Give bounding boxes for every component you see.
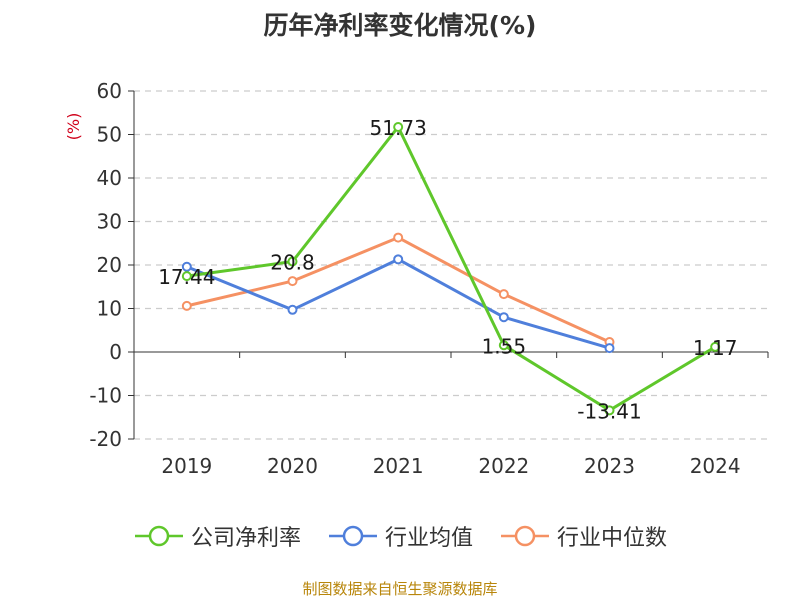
y-tick-label: 20 — [97, 253, 122, 277]
x-tick-label: 2023 — [584, 454, 635, 478]
legend-item[interactable]: 行业中位数 — [499, 520, 667, 552]
y-axis-label: (%) — [64, 113, 83, 141]
y-tick-label: 30 — [97, 210, 122, 234]
legend-label: 行业中位数 — [557, 526, 668, 551]
y-tick-label: -10 — [89, 384, 122, 408]
data-point — [287, 304, 298, 315]
x-tick-label: 2020 — [267, 454, 318, 478]
data-label: 17.44 — [158, 265, 215, 289]
data-point — [498, 312, 509, 323]
y-tick-label: 60 — [97, 79, 122, 103]
axes: 60 50 40 30 20 10 0 -10 -20 (%) 2019 2020 2021 2022 20… — [64, 79, 769, 478]
data-point — [181, 300, 192, 311]
y-tick-label: 50 — [97, 123, 122, 147]
x-tick-label: 2022 — [478, 454, 529, 478]
data-point — [498, 289, 509, 300]
x-tick-label: 2021 — [373, 454, 424, 478]
series-line — [186, 125, 716, 412]
legend-circle — [514, 525, 536, 547]
data-point — [393, 232, 404, 243]
x-tick-label: 2019 — [161, 454, 212, 478]
series-line — [186, 236, 611, 344]
legend-item[interactable]: 行业均值 — [327, 520, 473, 552]
data-point — [393, 254, 404, 265]
legend-label: 公司净利率 — [190, 526, 301, 551]
data-point — [498, 340, 509, 351]
series-line — [186, 257, 610, 350]
data-label: 51.73 — [370, 116, 427, 140]
legend-label: 行业均值 — [384, 526, 473, 551]
legend-circle — [148, 525, 170, 547]
y-tick-label: 0 — [109, 340, 122, 364]
data-point — [604, 405, 615, 416]
data-point — [604, 343, 615, 354]
chart-title: 历年净利率变化情况(%) — [263, 11, 537, 40]
legend-marker-icon — [328, 525, 377, 547]
series-lines — [181, 121, 721, 416]
data-point — [710, 341, 721, 352]
data-point — [181, 261, 192, 272]
data-label: 1.55 — [482, 334, 527, 358]
y-tick-label: -20 — [89, 427, 122, 451]
source-note: 制图数据来自恒生聚源数据库 — [302, 580, 498, 598]
data-point — [287, 276, 298, 287]
y-tick-label: 10 — [97, 297, 122, 321]
legend-marker-icon — [134, 525, 183, 547]
data-label: 20.8 — [270, 251, 315, 275]
data-point — [287, 256, 298, 267]
data-label: 1.17 — [693, 336, 738, 360]
y-tick-label: 40 — [97, 166, 122, 190]
legend-circle — [342, 525, 364, 547]
data-point — [393, 121, 404, 132]
data-point — [181, 271, 192, 282]
data-label: -13.41 — [577, 399, 641, 423]
legend-item[interactable]: 公司净利率 — [133, 520, 301, 552]
data-labels: 17.44 20.8 51.73 1.55 -13.41 1.17 — [158, 116, 737, 423]
legend-marker-icon — [501, 525, 549, 547]
x-tick-label: 2024 — [690, 454, 741, 478]
grid-lines — [134, 90, 768, 440]
legend: 公司净利率 行业均值 行业中位数 — [0, 520, 800, 552]
